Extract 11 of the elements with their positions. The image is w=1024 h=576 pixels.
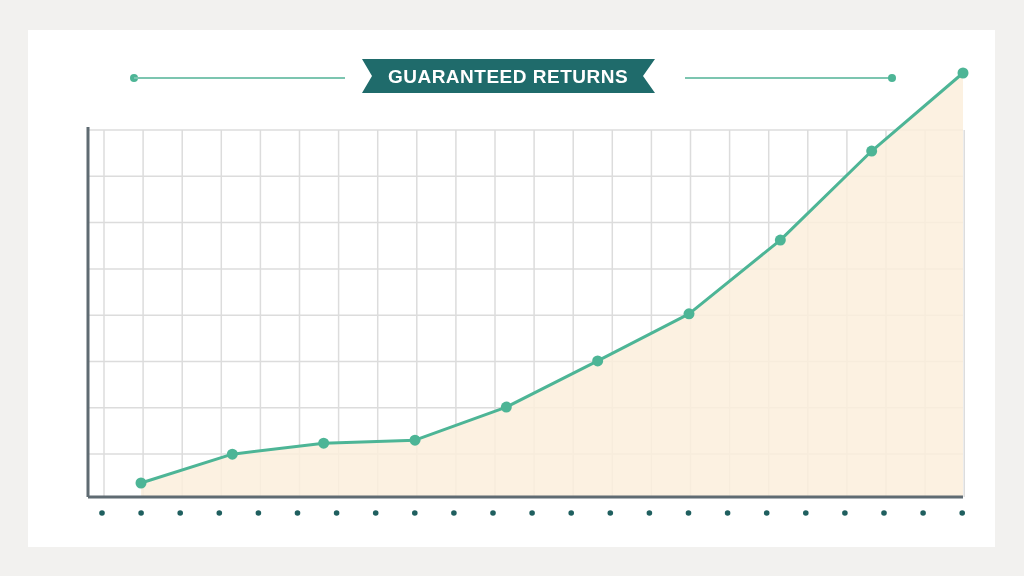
- chart-title: GUARANTEED RETURNS: [387, 66, 629, 87]
- point: [135, 477, 147, 489]
- point: [226, 448, 238, 460]
- point: [957, 67, 969, 79]
- point: [866, 145, 878, 157]
- point: [409, 434, 421, 446]
- point: [500, 401, 512, 413]
- point: [774, 234, 786, 246]
- point: [683, 308, 695, 320]
- point: [318, 437, 330, 449]
- point: [592, 355, 604, 367]
